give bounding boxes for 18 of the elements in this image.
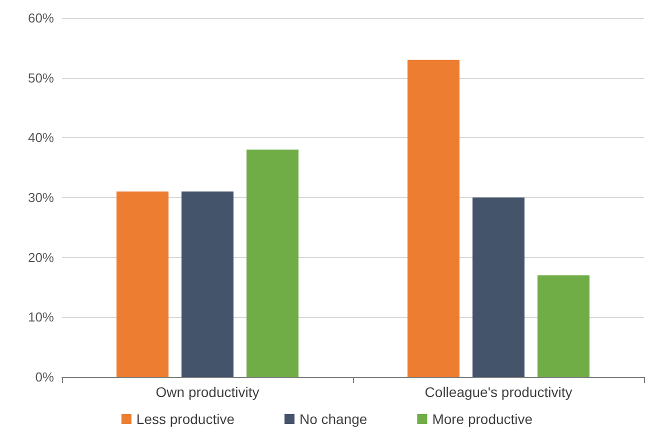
y-tick-label: 40%	[28, 130, 54, 146]
bar	[182, 192, 234, 377]
bar	[472, 198, 524, 377]
legend-label: More productive	[432, 411, 533, 427]
y-tick-label: 20%	[28, 250, 54, 265]
y-tick-label: 10%	[28, 310, 54, 325]
y-tick-label: 30%	[28, 190, 54, 205]
legend-label: No change	[299, 411, 368, 427]
bar	[538, 275, 590, 377]
bar	[408, 60, 460, 377]
y-tick-label: 50%	[28, 70, 54, 86]
bar	[116, 192, 168, 377]
bar	[246, 150, 298, 377]
x-tick-label: Own productivity	[156, 384, 260, 400]
legend-label: Less productive	[136, 411, 235, 427]
x-tick-label: Colleague's productivity	[424, 384, 572, 400]
y-tick-label: 0%	[35, 370, 54, 384]
y-tick-label: 60%	[28, 10, 54, 26]
